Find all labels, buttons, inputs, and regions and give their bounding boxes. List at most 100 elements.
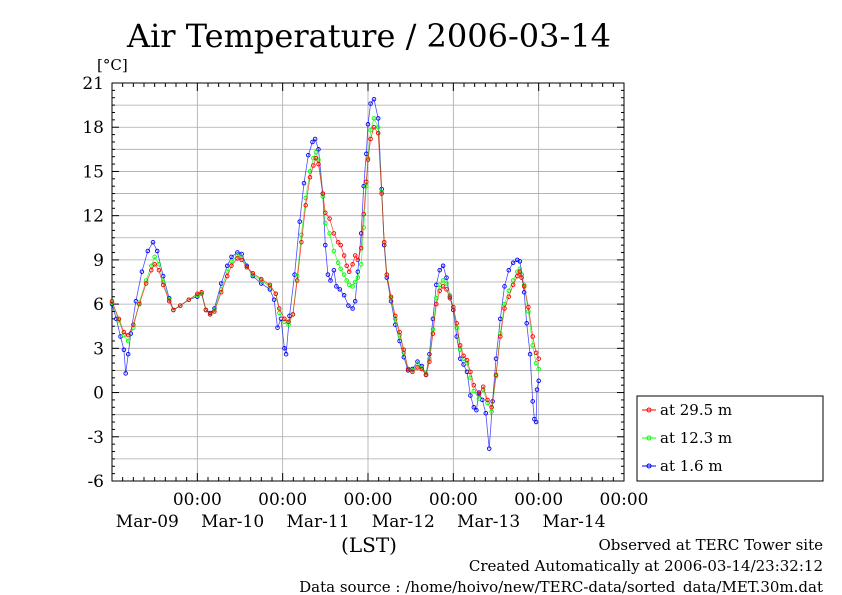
- data-point: [489, 405, 494, 410]
- data-point: [212, 309, 217, 314]
- data-point: [361, 183, 366, 189]
- x-axis-tick-labels: 00:00Mar-0900:00Mar-1000:00Mar-1100:00Ma…: [116, 490, 649, 532]
- data-point: [521, 284, 527, 289]
- data-point: [334, 284, 339, 289]
- data-point: [286, 319, 291, 325]
- data-point: [381, 239, 387, 245]
- data-point: [444, 287, 449, 292]
- data-point: [444, 275, 449, 280]
- data-point: [440, 278, 446, 283]
- data-point: [375, 130, 381, 136]
- data-point: [123, 371, 128, 376]
- y-axis-tick-labels: -6 -3 0 3 6 9 12 15 18 21: [82, 74, 104, 492]
- series-at-29-5-m: [109, 124, 541, 410]
- y-tick-label: 21: [82, 74, 104, 94]
- data-point: [515, 269, 520, 274]
- data-point: [229, 254, 234, 260]
- data-point: [341, 293, 347, 298]
- x-tick-time-label: 00:00: [429, 490, 478, 510]
- data-point: [306, 152, 311, 158]
- data-point: [393, 313, 398, 319]
- data-point: [530, 399, 535, 404]
- data-point: [364, 179, 369, 185]
- data-point: [464, 357, 470, 363]
- x-tick-time-label: 00:00: [258, 490, 307, 510]
- x-tick-date-label: Mar-11: [286, 512, 349, 532]
- legend-swatch-marker: [646, 463, 652, 469]
- data-point: [486, 446, 492, 451]
- data-point: [434, 301, 439, 307]
- data-point: [283, 351, 289, 357]
- data-point: [454, 325, 459, 330]
- data-point: [121, 332, 127, 338]
- data-point: [312, 136, 318, 142]
- data-point: [229, 259, 234, 264]
- data-point: [267, 282, 273, 288]
- data-point: [199, 290, 204, 295]
- data-point: [250, 270, 256, 276]
- data-point: [125, 351, 131, 357]
- data-point: [530, 334, 535, 339]
- data-point: [454, 321, 459, 326]
- series-line: [111, 117, 540, 414]
- data-point: [327, 216, 332, 221]
- data-point: [440, 284, 446, 289]
- data-point: [519, 275, 524, 280]
- data-point: [244, 265, 250, 270]
- y-tick-label: 3: [93, 339, 104, 359]
- data-point: [310, 139, 315, 145]
- data-point: [131, 322, 136, 327]
- data-point: [471, 382, 477, 388]
- data-point: [493, 372, 499, 378]
- data-point: [327, 231, 332, 236]
- legend-swatch-marker: [646, 407, 652, 413]
- data-point: [415, 362, 420, 367]
- data-point: [350, 262, 355, 267]
- legend-box: [636, 395, 824, 482]
- data-point: [527, 351, 533, 357]
- data-point: [235, 250, 240, 255]
- observation-site-note: Observed at TERC Tower site: [598, 536, 823, 554]
- data-point: [502, 284, 507, 289]
- data-point: [489, 409, 494, 414]
- data-point: [239, 251, 244, 257]
- data-point: [358, 245, 364, 251]
- data-point: [156, 262, 162, 267]
- data-point: [235, 253, 240, 258]
- x-tick-time-label: 00:00: [514, 490, 563, 510]
- data-point: [534, 387, 540, 392]
- data-point: [437, 267, 442, 273]
- data-point: [365, 157, 371, 162]
- data-point: [320, 191, 326, 196]
- data-point: [350, 284, 355, 289]
- data-point: [301, 180, 307, 186]
- data-point: [341, 253, 347, 258]
- data-point: [461, 353, 466, 358]
- data-point: [235, 256, 240, 261]
- data-point: [517, 259, 523, 264]
- data-point: [355, 257, 361, 263]
- data-point: [286, 322, 291, 327]
- data-point: [451, 304, 456, 310]
- y-tick-label: -6: [87, 472, 104, 492]
- data-point: [224, 273, 230, 279]
- data-point: [121, 329, 127, 335]
- x-tick-date-label: Mar-14: [542, 512, 605, 532]
- data-point: [521, 290, 527, 295]
- data-point: [116, 316, 122, 322]
- data-point: [150, 239, 156, 245]
- data-point: [299, 239, 304, 245]
- data-point: [316, 147, 321, 152]
- data-point: [517, 269, 523, 274]
- data-point: [277, 306, 282, 311]
- data-point: [224, 263, 230, 269]
- data-point: [325, 272, 331, 277]
- data-point: [410, 369, 415, 375]
- data-source-note: Data source : /home/hoivo/new/TERC-data/…: [299, 578, 823, 595]
- y-tick-label: 6: [93, 295, 104, 315]
- data-point: [299, 232, 304, 238]
- data-point: [297, 219, 302, 224]
- data-point: [368, 136, 373, 142]
- data-point: [154, 248, 160, 254]
- data-point: [160, 282, 166, 288]
